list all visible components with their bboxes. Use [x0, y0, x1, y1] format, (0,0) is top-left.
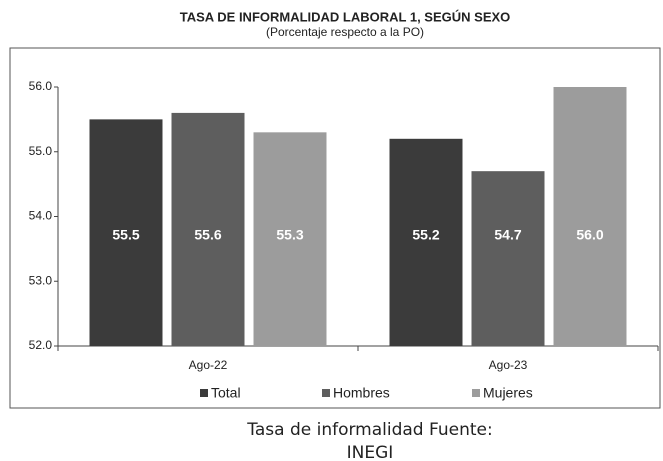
bar	[471, 171, 545, 346]
bar	[389, 138, 463, 346]
caption: Tasa de informalidad Fuente:	[246, 420, 492, 440]
bar	[171, 112, 245, 347]
y-tick-label: 52.0	[29, 338, 53, 352]
value-label: 54.7	[494, 227, 521, 243]
chart-title: TASA DE INFORMALIDAD LABORAL 1, SEGÚN SE…	[180, 9, 511, 24]
x-tick-label: Ago-23	[489, 358, 528, 372]
bar	[89, 119, 163, 346]
x-tick-label: Ago-22	[189, 358, 228, 372]
legend-label: Hombres	[333, 385, 390, 401]
caption: INEGI	[347, 443, 394, 461]
legend-label: Total	[211, 385, 241, 401]
y-tick-label: 53.0	[29, 273, 53, 287]
chart-subtitle: (Porcentaje respecto a la PO)	[266, 25, 424, 39]
y-tick-label: 54.0	[29, 209, 53, 223]
legend-swatch	[200, 389, 208, 397]
value-label: 55.3	[276, 227, 303, 243]
y-tick-label: 55.0	[29, 144, 53, 158]
value-label: 55.5	[112, 227, 139, 243]
value-label: 55.2	[412, 227, 439, 243]
value-label: 55.6	[194, 227, 221, 243]
legend-swatch	[322, 389, 330, 397]
bar	[253, 132, 327, 346]
legend-swatch	[472, 389, 480, 397]
chart-frame	[9, 47, 661, 409]
y-tick-label: 56.0	[29, 79, 53, 93]
value-label: 56.0	[576, 227, 603, 243]
legend-label: Mujeres	[483, 385, 533, 401]
bar	[553, 87, 627, 346]
